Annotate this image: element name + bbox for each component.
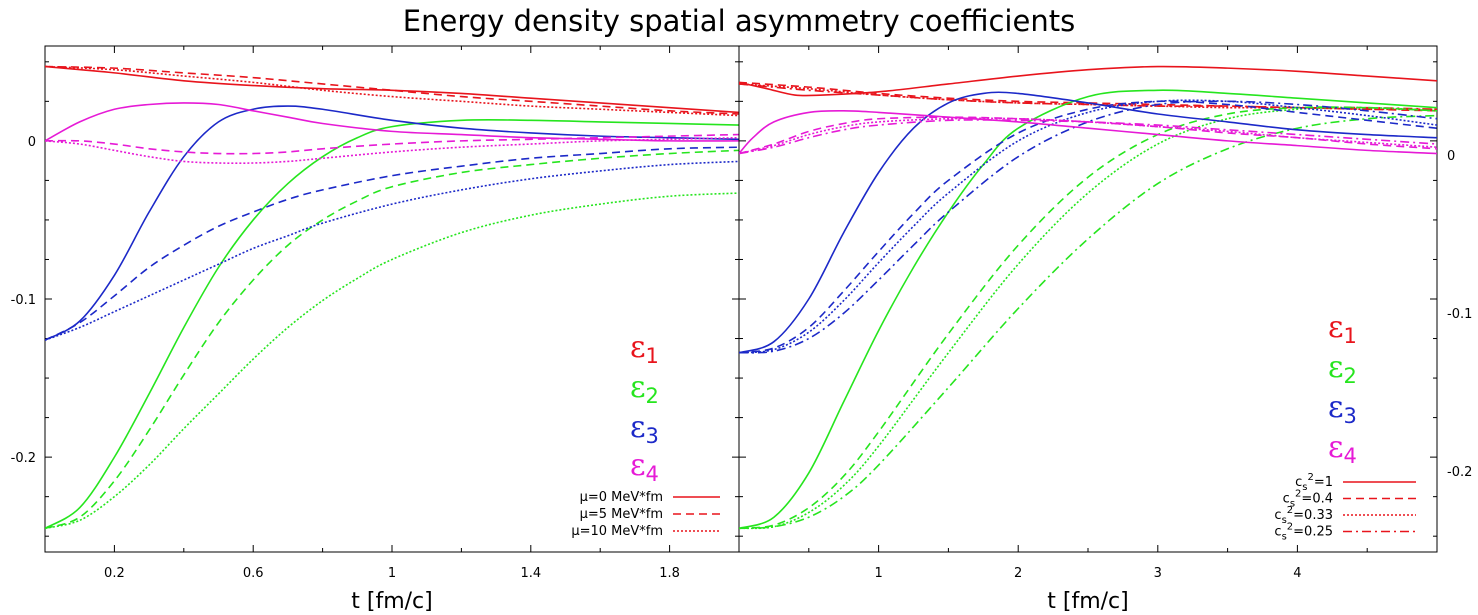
harmonic-label-eps3: ε3 <box>630 410 659 448</box>
y-tick-label: -0.2 <box>11 451 36 466</box>
series-eps1-dotted <box>45 65 739 117</box>
x-tick-label: 1.4 <box>520 566 541 581</box>
series-eps3-dashed <box>45 146 739 341</box>
y-tick-label: -0.2 <box>1447 465 1472 480</box>
y-tick-label: -0.1 <box>11 293 36 308</box>
series-eps1-solid <box>739 65 1437 97</box>
x-tick-label: 0.2 <box>104 566 125 581</box>
series-group <box>739 65 1437 530</box>
series-eps4-dotted <box>45 136 739 165</box>
series-eps4-dashdot <box>739 119 1437 155</box>
x-tick-label: 1 <box>874 566 882 581</box>
series-eps4-dashed <box>739 116 1437 155</box>
series-eps1-solid <box>45 65 739 114</box>
y-tick-label: 0 <box>1447 149 1455 164</box>
x-tick-label: 1.8 <box>659 566 680 581</box>
x-tick-label: 1 <box>388 566 396 581</box>
series-eps4-solid <box>45 102 739 142</box>
harmonic-label-eps3: ε3 <box>1328 390 1357 428</box>
series-eps3-dashdot <box>739 100 1437 354</box>
legend-label: μ=10 MeV*fm <box>571 524 663 539</box>
x-tick-label: 0.6 <box>243 566 264 581</box>
chart-title: Energy density spatial asymmetry coeffic… <box>402 4 1076 38</box>
series-eps2-dashed <box>45 149 739 530</box>
legend-label: cs2=1 <box>1295 472 1333 493</box>
x-axis-label: t [fm/c] <box>1047 589 1128 614</box>
harmonic-label-eps1: ε1 <box>630 330 659 368</box>
x-tick-label: 4 <box>1293 566 1301 581</box>
series-eps3-dotted <box>45 160 739 341</box>
series-eps2-solid <box>45 118 739 529</box>
legend-label: μ=0 MeV*fm <box>580 490 663 505</box>
x-tick-label: 3 <box>1154 566 1162 581</box>
series-eps1-dashdot <box>739 83 1437 111</box>
series-eps4-dotted <box>739 117 1437 155</box>
right-panel: 1 2 3 40-0.1-0.2t [fm/c]ε1ε2ε3ε4cs2=1cs2=0.… <box>738 45 1472 614</box>
x-axis-label: t [fm/c] <box>351 589 432 614</box>
legend-label: cs2=0.4 <box>1283 489 1333 510</box>
y-tick-label: 0 <box>28 135 36 150</box>
series-eps2-dotted <box>45 192 739 530</box>
series-eps3-dotted <box>739 99 1437 354</box>
series-eps3-solid <box>739 91 1437 354</box>
series-eps1-dashed <box>45 65 739 115</box>
legend-label: μ=5 MeV*fm <box>580 507 663 522</box>
x-tick-label: 2 <box>1014 566 1022 581</box>
harmonic-label-eps2: ε2 <box>1328 350 1357 388</box>
series-group <box>45 65 739 530</box>
legend-label: cs2=0.33 <box>1274 505 1333 526</box>
series-eps4-dashed <box>45 133 739 155</box>
series-eps3-solid <box>45 105 739 341</box>
series-eps2-dotted <box>739 106 1437 530</box>
harmonic-label-eps2: ε2 <box>630 370 659 408</box>
harmonic-label-eps4: ε4 <box>630 448 659 486</box>
series-eps2-dashdot <box>739 114 1437 530</box>
harmonic-label-eps1: ε1 <box>1328 310 1357 348</box>
harmonic-label-eps4: ε4 <box>1328 430 1357 468</box>
legend-label: cs2=0.25 <box>1274 522 1333 543</box>
y-tick-label: -0.1 <box>1447 307 1472 322</box>
